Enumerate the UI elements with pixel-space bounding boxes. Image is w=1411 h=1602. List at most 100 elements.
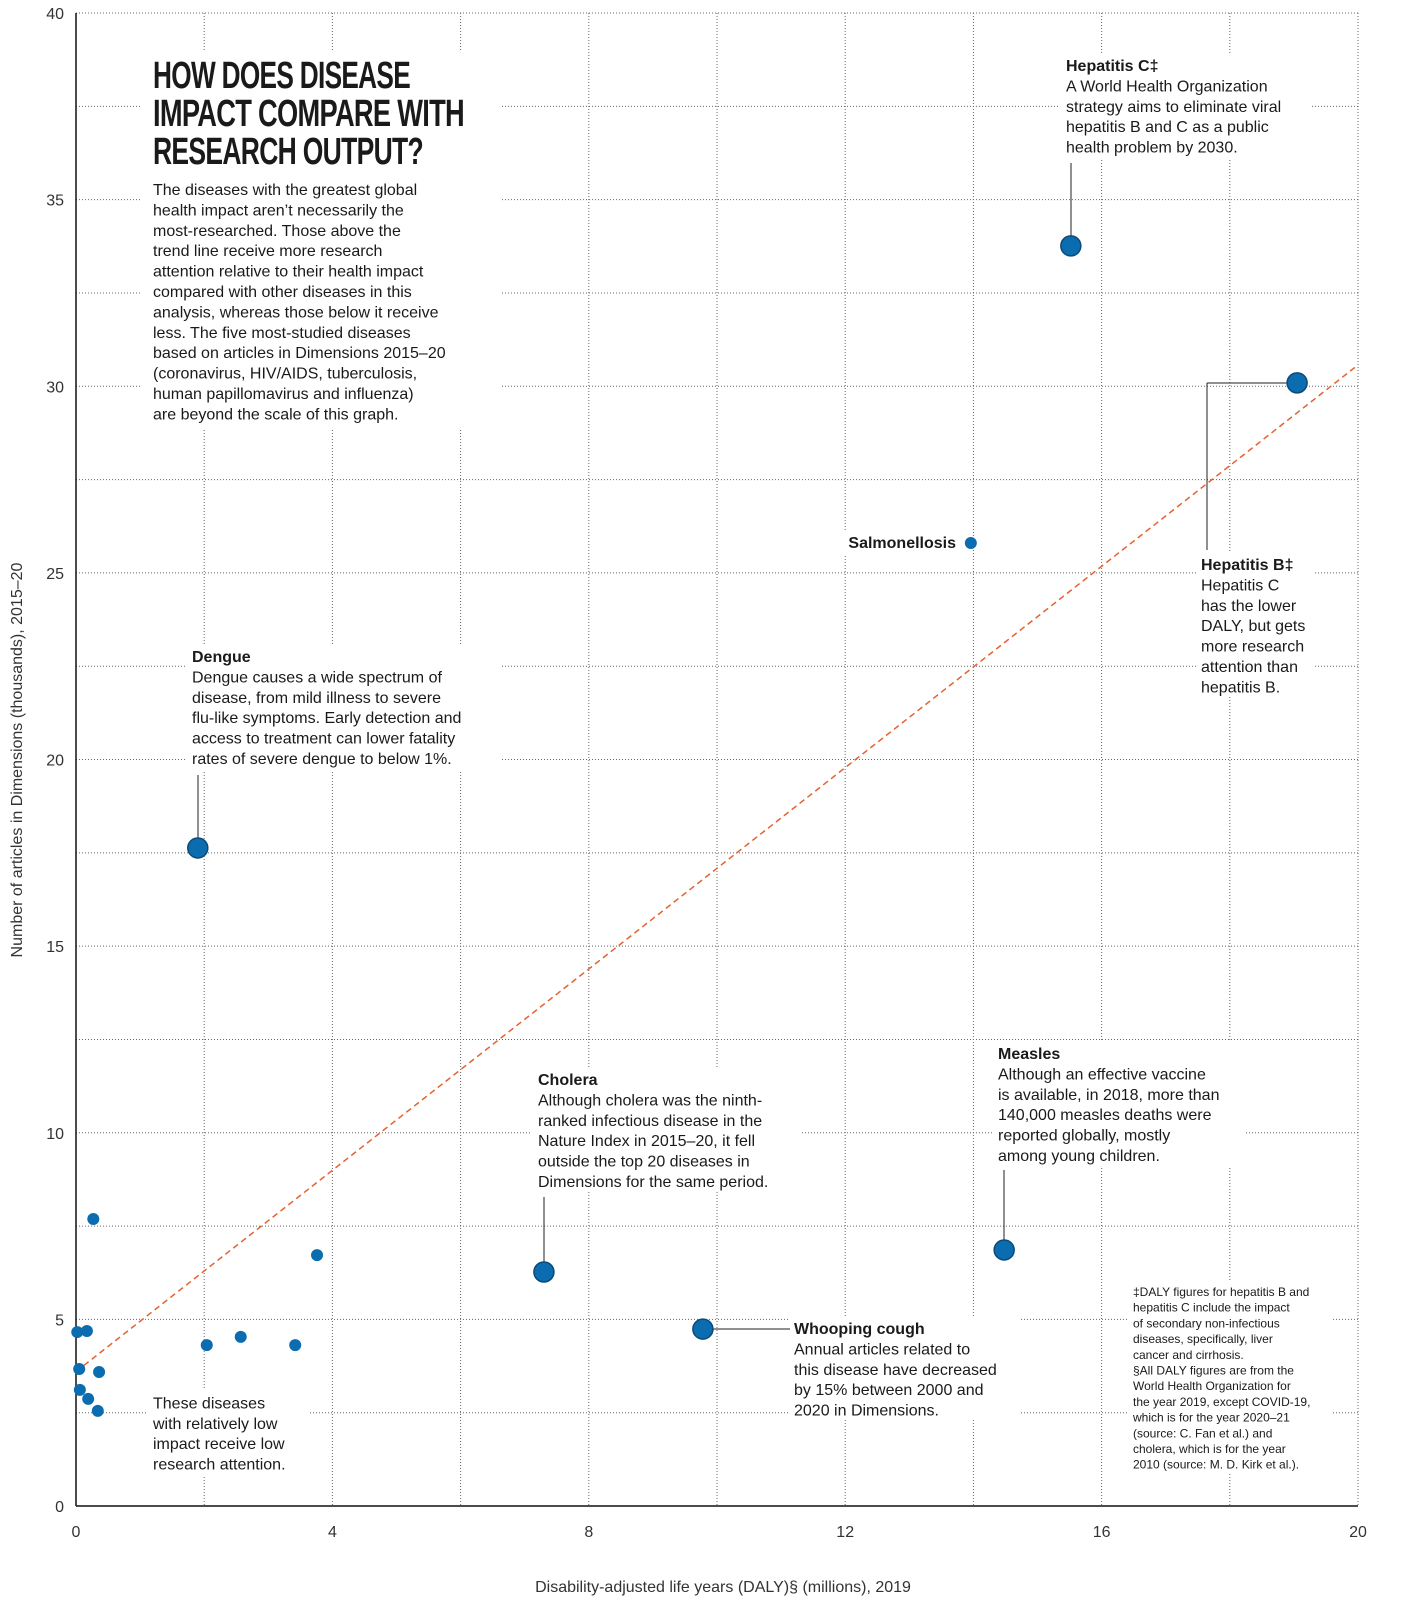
annotation-text: Dimensions for the same period.: [538, 1174, 768, 1191]
x-tick-label: 12: [836, 1524, 854, 1541]
intro-text: attention relative to their health impac…: [153, 264, 424, 281]
annotation-title: Hepatitis C‡: [1066, 58, 1158, 75]
chart-title: HOW DOES DISEASE: [153, 55, 410, 97]
intro-text: compared with other diseases in this: [153, 284, 412, 301]
footnote: diseases, specifically, liver: [1133, 1332, 1273, 1346]
annotation-text: Although an effective vaccine: [998, 1066, 1206, 1083]
y-axis-label: Number of articles in Dimensions (thousa…: [9, 562, 26, 957]
data-point: [533, 1261, 555, 1283]
footnote: 2010 (source: M. D. Kirk et al.).: [1133, 1458, 1299, 1472]
annotation-text: disease, from mild illness to severe: [192, 690, 441, 707]
annotation-text: hepatitis B and C as a public: [1066, 119, 1269, 136]
x-tick-label: 0: [72, 1524, 81, 1541]
x-tick-label: 8: [584, 1524, 593, 1541]
annotation-text: hepatitis B.: [1201, 679, 1280, 696]
intro-text: are beyond the scale of this graph.: [153, 406, 399, 423]
annotation-text: DALY, but gets: [1201, 618, 1305, 635]
annotation-text: among young children.: [998, 1148, 1160, 1165]
intro-text: (coronavirus, HIV/AIDS, tuberculosis,: [153, 366, 417, 383]
intro-text: health impact aren’t necessarily the: [153, 202, 404, 219]
data-point: [80, 1324, 93, 1337]
text-backdrop: [140, 50, 502, 428]
annotation-text: These diseases: [153, 1395, 265, 1412]
data-point: [200, 1339, 213, 1352]
footnote: §All DALY figures are from the: [1133, 1364, 1294, 1378]
annotation-text: attention than: [1201, 659, 1298, 676]
trend-line: [75, 364, 1359, 1373]
data-point: [311, 1249, 324, 1262]
data-point: [964, 537, 977, 550]
y-tick-label: 30: [46, 379, 64, 396]
footnote: cancer and cirrhosis.: [1133, 1348, 1244, 1362]
annotation-text: Dengue causes a wide spectrum of: [192, 669, 442, 686]
annotation-text: has the lower: [1201, 598, 1297, 615]
y-tick-label: 0: [55, 1499, 64, 1516]
annotation-text: A World Health Organization: [1066, 78, 1268, 95]
footnote: the year 2019, except COVID-19,: [1133, 1395, 1310, 1409]
data-point: [289, 1339, 302, 1352]
y-tick-label: 20: [46, 753, 64, 770]
text-backdrop: [788, 1316, 1020, 1420]
x-tick-label: 20: [1349, 1524, 1367, 1541]
annotation-text: 2020 in Dimensions.: [794, 1403, 939, 1420]
annotation-text: by 15% between 2000 and: [794, 1382, 983, 1399]
x-axis-label: Disability-adjusted life years (DALY)§ (…: [535, 1579, 911, 1596]
y-tick-label: 5: [55, 1312, 64, 1329]
y-tick-label: 35: [46, 193, 64, 210]
chart-title: IMPACT COMPARE WITH: [153, 93, 464, 135]
text-backdrop: [148, 1390, 308, 1476]
x-tick-label: 16: [1093, 1524, 1111, 1541]
intro-text: The diseases with the greatest global: [153, 182, 417, 199]
data-point: [93, 1366, 106, 1379]
data-point: [87, 1212, 100, 1225]
intro-text: most-researched. Those above the: [153, 223, 401, 240]
data-point: [1060, 235, 1082, 257]
annotation-text: health problem by 2030.: [1066, 140, 1238, 157]
data-point: [187, 837, 209, 859]
y-tick-label: 15: [46, 939, 64, 956]
annotation-title: Salmonellosis: [848, 535, 956, 552]
annotation-text: research attention.: [153, 1457, 286, 1474]
annotation-text: rates of severe dengue to below 1%.: [192, 751, 452, 768]
annotation-text: reported globally, mostly: [998, 1128, 1170, 1145]
annotation-text: outside the top 20 diseases in: [538, 1154, 750, 1171]
text-backdrop: [1060, 55, 1312, 158]
y-tick-label: 40: [46, 6, 64, 23]
text-backdrop: [186, 645, 500, 770]
x-tick-label: 4: [328, 1524, 337, 1541]
y-tick-label: 25: [46, 566, 64, 583]
data-point: [73, 1363, 86, 1376]
annotation-text: with relatively low: [152, 1416, 278, 1433]
text-backdrop: [1196, 553, 1314, 695]
data-point: [71, 1326, 84, 1339]
annotation-title: Whooping cough: [794, 1321, 925, 1338]
annotation-text: this disease have decreased: [794, 1362, 997, 1379]
footnote: of secondary non-infectious: [1133, 1316, 1280, 1330]
data-point: [82, 1392, 95, 1405]
annotation-text: is available, in 2018, more than: [998, 1087, 1219, 1104]
footnote: ‡DALY figures for hepatitis B and: [1133, 1285, 1309, 1299]
annotation-text: impact receive low: [153, 1436, 285, 1453]
intro-text: less. The five most-studied diseases: [153, 325, 411, 342]
footnote: which is for the year 2020–21: [1132, 1411, 1290, 1425]
annotation-text: ranked infectious disease in the: [538, 1113, 762, 1130]
annotation-text: Hepatitis C: [1201, 577, 1279, 594]
annotation-text: Although cholera was the ninth-: [538, 1092, 762, 1109]
annotation-title: Cholera: [538, 1072, 598, 1089]
footnote: World Health Organization for: [1133, 1379, 1291, 1393]
data-point: [1286, 372, 1308, 394]
intro-text: human papillomavirus and influenza): [153, 386, 414, 403]
data-point: [73, 1383, 86, 1396]
text-backdrop: [532, 1068, 800, 1192]
annotation-text: flu-like symptoms. Early detection and: [192, 710, 461, 727]
chart-title: RESEARCH OUTPUT?: [153, 131, 423, 173]
annotation-text: more research: [1201, 639, 1304, 656]
annotation-title: Dengue: [192, 649, 251, 666]
text-backdrop: [992, 1042, 1246, 1168]
annotation-text: Nature Index in 2015–20, it fell: [538, 1133, 755, 1150]
intro-text: analysis, whereas those below it receive: [153, 304, 439, 321]
intro-text: trend line receive more research: [153, 243, 382, 260]
annotation-text: Annual articles related to: [794, 1341, 970, 1358]
data-point: [993, 1239, 1015, 1261]
